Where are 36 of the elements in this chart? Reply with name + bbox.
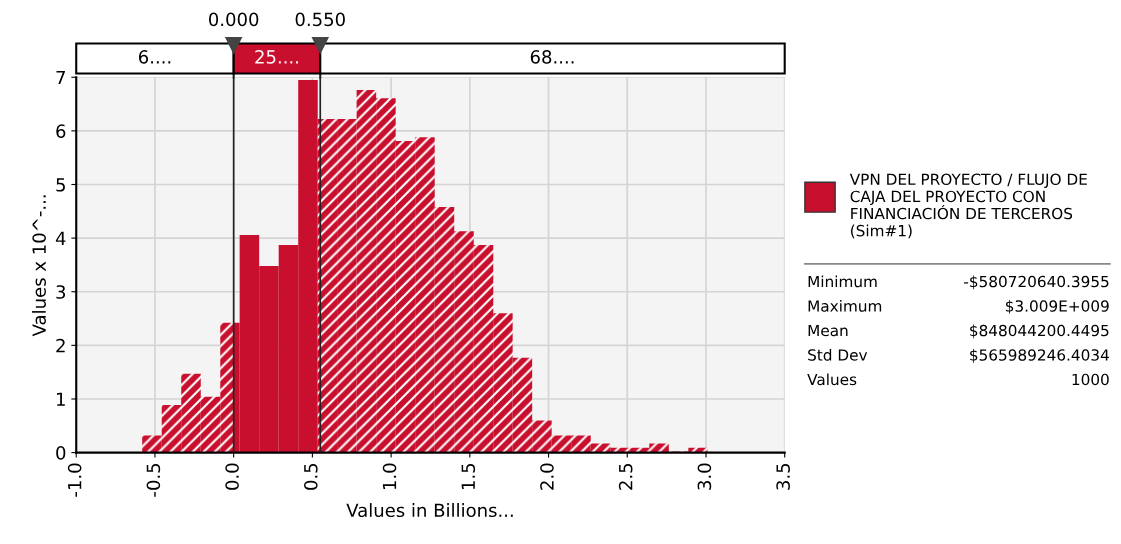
x-tick-label: -0.5 <box>146 463 161 497</box>
x-tick-label: 0.0 <box>225 463 239 490</box>
ref-line-label: 0.000 <box>209 12 259 27</box>
text: 1000 <box>1072 373 1109 386</box>
x-tick-label: 1.0 <box>382 463 397 490</box>
text: -$580720640.3955 <box>964 275 1109 290</box>
text: $3.009E+009 <box>1005 299 1109 314</box>
y-tick-label: 7 <box>56 70 65 85</box>
y-axis-title: Values x 10^-... <box>31 195 46 337</box>
x-tick-label: 3.5 <box>776 463 790 490</box>
text: 25.... <box>255 50 298 64</box>
text: Minimum <box>808 275 877 288</box>
x-axis-title: Values in Billions... <box>346 503 513 518</box>
x-tick-label: 0.5 <box>303 463 318 490</box>
legend-label: VPN DEL PROYECTO / FLUJO DE CAJA DEL PROYECTO CON FINANCIACIÓN DE TERCEROS (Sim#1) <box>849 173 1087 239</box>
text: Values <box>807 373 857 386</box>
text: Std Dev <box>808 348 868 361</box>
x-tick-label: 2.5 <box>618 463 633 490</box>
x-tick-label: 2.0 <box>540 463 554 490</box>
y-tick-label: 3 <box>56 285 66 299</box>
y-tick-label: 1 <box>57 392 65 406</box>
y-tick-label: 5 <box>56 178 65 192</box>
ref-line-label: 0.550 <box>295 12 345 27</box>
text: Maximum <box>808 299 882 312</box>
text: $565989246.4034 <box>970 348 1109 363</box>
text: 6.... <box>138 50 171 64</box>
y-tick-label: 2 <box>56 338 65 353</box>
text: Mean <box>808 324 848 337</box>
y-tick-label: 4 <box>55 231 66 245</box>
y-tick-label: 6 <box>56 124 66 138</box>
x-tick-label: 3.0 <box>697 463 712 490</box>
x-tick-label: -1.0 <box>67 463 82 497</box>
y-tick-label: 0 <box>56 446 66 460</box>
x-tick-label: 1.5 <box>461 463 476 490</box>
text: 68.... <box>530 50 574 64</box>
text: $848044200.4495 <box>970 324 1109 339</box>
